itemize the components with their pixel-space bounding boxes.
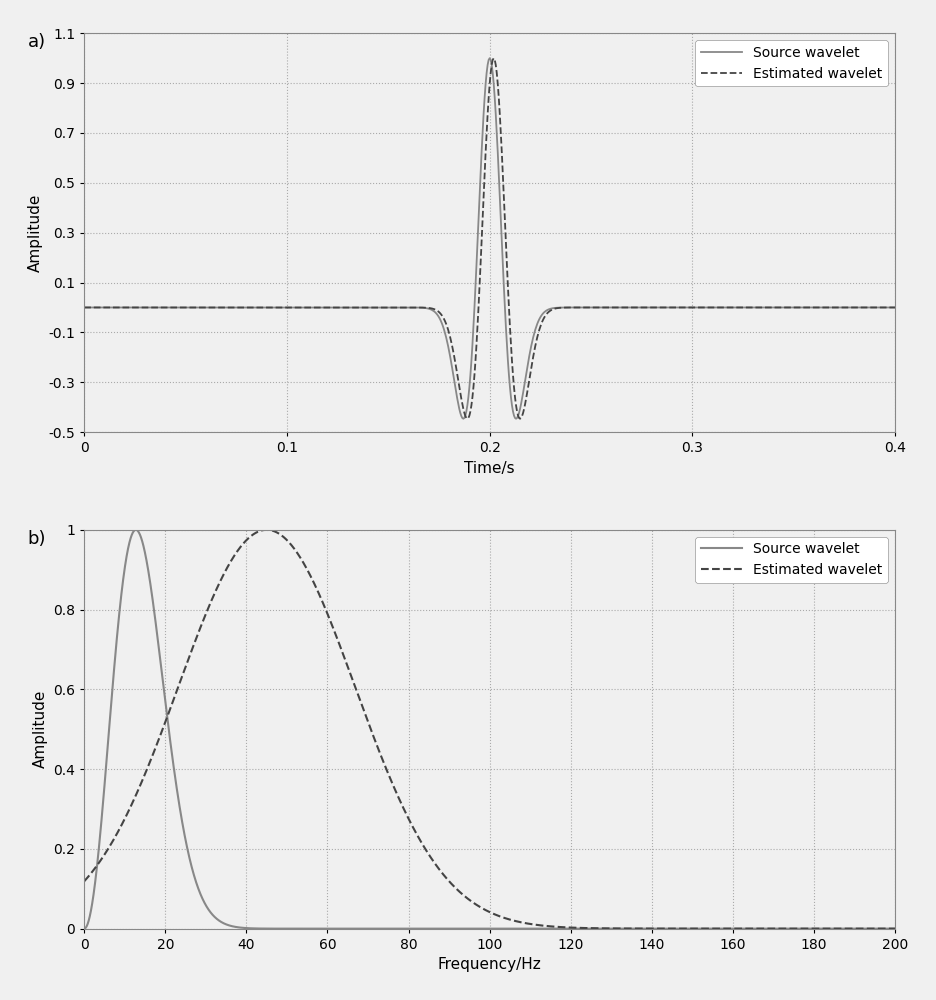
Y-axis label: Amplitude: Amplitude (33, 690, 48, 768)
Source wavelet (79, 923, 90, 935)
Estimated wavelet (865, 923, 876, 935)
Estimated wavelet (668, 923, 680, 935)
Source wavelet (668, 923, 680, 935)
Estimated wavelet (651, 301, 662, 313)
Source wavelet (652, 301, 664, 313)
Estimated wavelet (261, 524, 272, 536)
Estimated wavelet (652, 301, 664, 313)
Source wavelet (419, 923, 431, 935)
Text: a): a) (27, 33, 46, 51)
Source wavelet (130, 524, 141, 536)
Line: Estimated wavelet: Estimated wavelet (84, 58, 896, 419)
Source wavelet (464, 923, 475, 935)
Source wavelet (426, 923, 437, 935)
Estimated wavelet (438, 313, 449, 325)
Source wavelet (651, 301, 662, 313)
Source wavelet (79, 301, 90, 313)
Source wavelet (865, 923, 876, 935)
Estimated wavelet (410, 301, 421, 313)
Estimated wavelet (241, 301, 252, 313)
Source wavelet (484, 52, 495, 64)
Source wavelet (458, 413, 469, 425)
X-axis label: Time/s: Time/s (464, 461, 515, 476)
Estimated wavelet (825, 923, 836, 935)
Estimated wavelet (79, 875, 90, 887)
Estimated wavelet (488, 52, 499, 64)
Source wavelet (825, 923, 836, 935)
Source wavelet (410, 302, 421, 314)
Source wavelet (402, 301, 413, 313)
Estimated wavelet (461, 413, 473, 425)
Legend: Source wavelet, Estimated wavelet: Source wavelet, Estimated wavelet (695, 40, 888, 86)
Estimated wavelet (426, 853, 437, 865)
Estimated wavelet (402, 301, 413, 313)
Estimated wavelet (889, 923, 900, 935)
Y-axis label: Amplitude: Amplitude (28, 194, 43, 272)
Estimated wavelet (79, 301, 90, 313)
Source wavelet (889, 923, 900, 935)
Source wavelet (241, 301, 252, 313)
Legend: Source wavelet, Estimated wavelet: Source wavelet, Estimated wavelet (695, 537, 888, 583)
Estimated wavelet (890, 301, 901, 313)
Estimated wavelet (419, 843, 431, 855)
Source wavelet (890, 301, 901, 313)
Line: Source wavelet: Source wavelet (84, 530, 895, 929)
Text: b): b) (27, 530, 46, 548)
Estimated wavelet (464, 894, 475, 906)
Line: Source wavelet: Source wavelet (84, 58, 896, 419)
X-axis label: Frequency/Hz: Frequency/Hz (438, 957, 542, 972)
Source wavelet (438, 324, 449, 336)
Line: Estimated wavelet: Estimated wavelet (84, 530, 895, 929)
